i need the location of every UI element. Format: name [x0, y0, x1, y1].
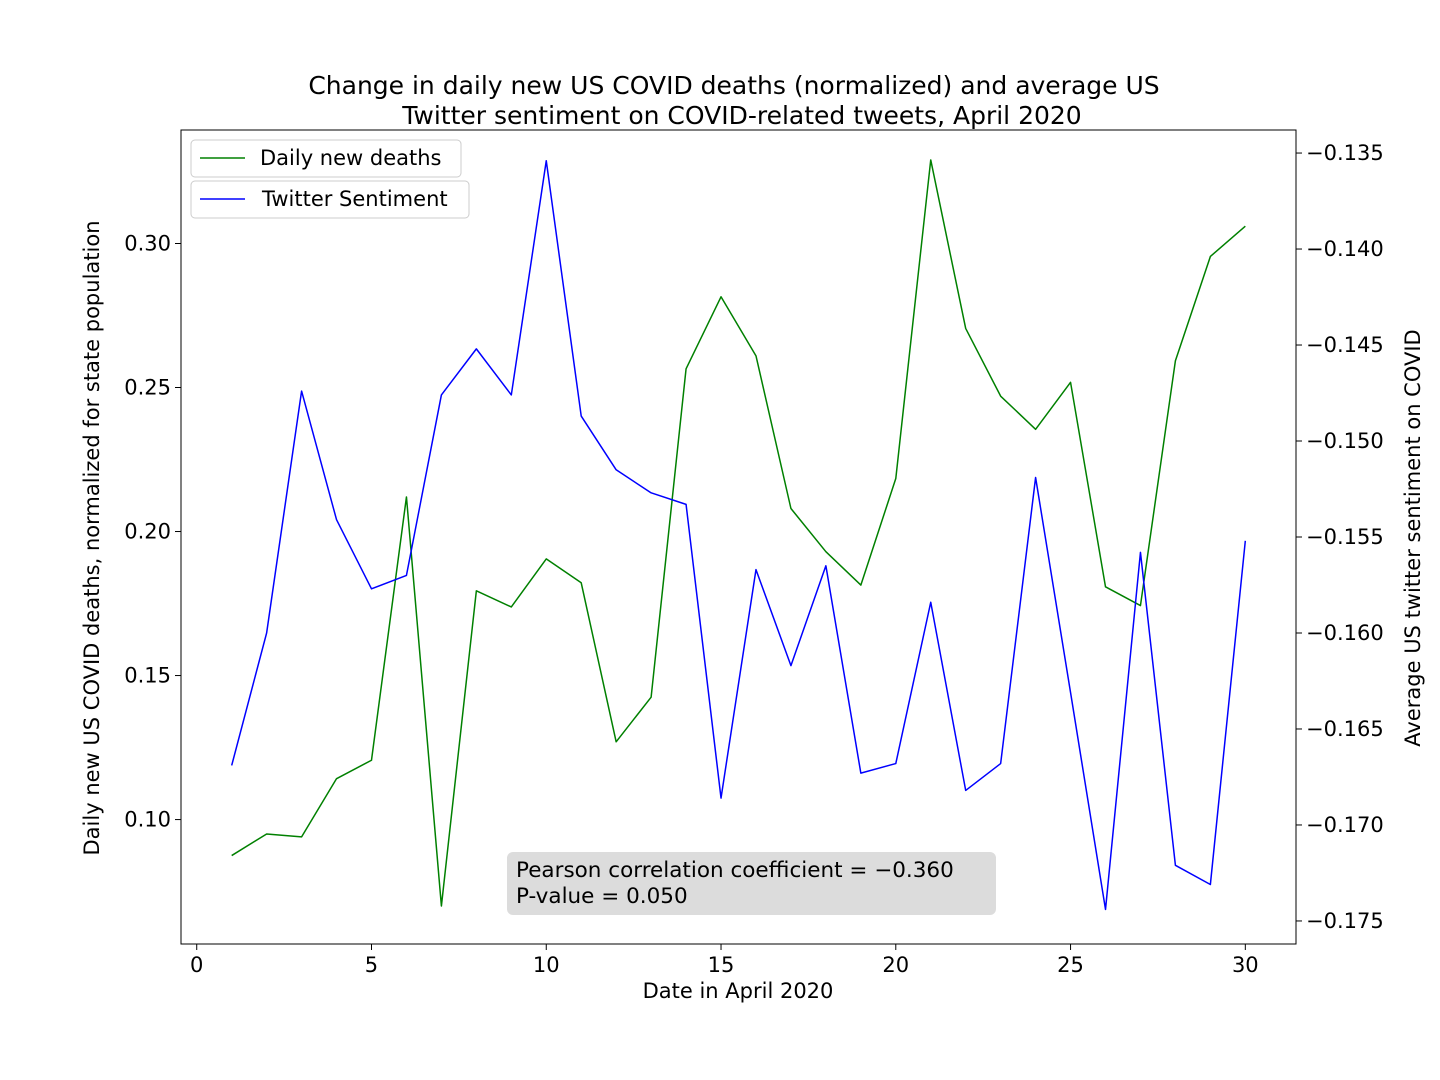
y-right-tick-label: −0.145 [1306, 333, 1384, 357]
series-layer [230, 159, 1247, 911]
y-right-tick-label: −0.160 [1306, 621, 1384, 645]
plot-area-frame [180, 129, 1297, 945]
x-tick-label: 25 [1057, 953, 1084, 977]
x-tick-label: 0 [190, 953, 203, 977]
y-axis-right-label: Average US twitter sentiment on COVID [1401, 329, 1425, 746]
x-tick-label: 20 [882, 953, 909, 977]
y-left-tick-label: 0.15 [124, 664, 171, 688]
x-axis-label: Date in April 2020 [643, 979, 834, 1003]
x-tick-label: 15 [708, 953, 735, 977]
stats-annotation-box [507, 852, 996, 915]
legend-label-daily-new-deaths: Daily new deaths [260, 146, 442, 170]
legend-daily-new-deaths: Daily new deaths [190, 139, 462, 178]
y-left-tick-label: 0.25 [124, 376, 171, 400]
chart-title-line-2: Twitter sentiment on COVID-related tweet… [401, 101, 1081, 130]
y-right-tick-label: −0.150 [1306, 429, 1384, 453]
p-value-text: P-value = 0.050 [516, 884, 688, 909]
x-axis: 0 5 10 15 20 25 30 [190, 944, 1259, 977]
y-axis-right: −0.175 −0.170 −0.165 −0.160 −0.155 −0.150 −0.1… [1296, 141, 1384, 933]
y-right-tick-label: −0.140 [1306, 237, 1384, 261]
y-left-tick-label: 0.30 [124, 231, 171, 255]
y-right-tick-label: −0.170 [1306, 813, 1384, 837]
legend-box [190, 180, 470, 219]
series-line-twitter-sentiment [230, 159, 1247, 911]
stats-annotation: Pearson correlation coefficient = −0.360… [507, 852, 996, 915]
y-axis-left: 0.10 0.15 0.20 0.25 0.30 [124, 231, 181, 832]
pearson-coefficient-text: Pearson correlation coefficient = −0.360 [516, 858, 954, 883]
legend-label-twitter-sentiment: Twitter Sentiment [261, 187, 448, 211]
y-left-tick-label: 0.20 [124, 520, 171, 544]
y-right-tick-label: −0.135 [1306, 141, 1384, 165]
x-tick-label: 10 [533, 953, 560, 977]
x-tick-label: 30 [1232, 953, 1259, 977]
y-right-tick-label: −0.175 [1306, 909, 1384, 933]
series-line-daily-new-deaths [231, 159, 1246, 907]
y-left-tick-label: 0.10 [124, 808, 171, 832]
chart-title-line-1: Change in daily new US COVID deaths (nor… [308, 71, 1159, 100]
legend-box [190, 139, 462, 178]
x-tick-label: 5 [365, 953, 378, 977]
legend-twitter-sentiment: Twitter Sentiment [190, 180, 470, 219]
y-right-tick-label: −0.155 [1306, 525, 1384, 549]
y-axis-left-label: Daily new US COVID deaths, normalized fo… [80, 221, 104, 856]
y-right-tick-label: −0.165 [1306, 717, 1384, 741]
